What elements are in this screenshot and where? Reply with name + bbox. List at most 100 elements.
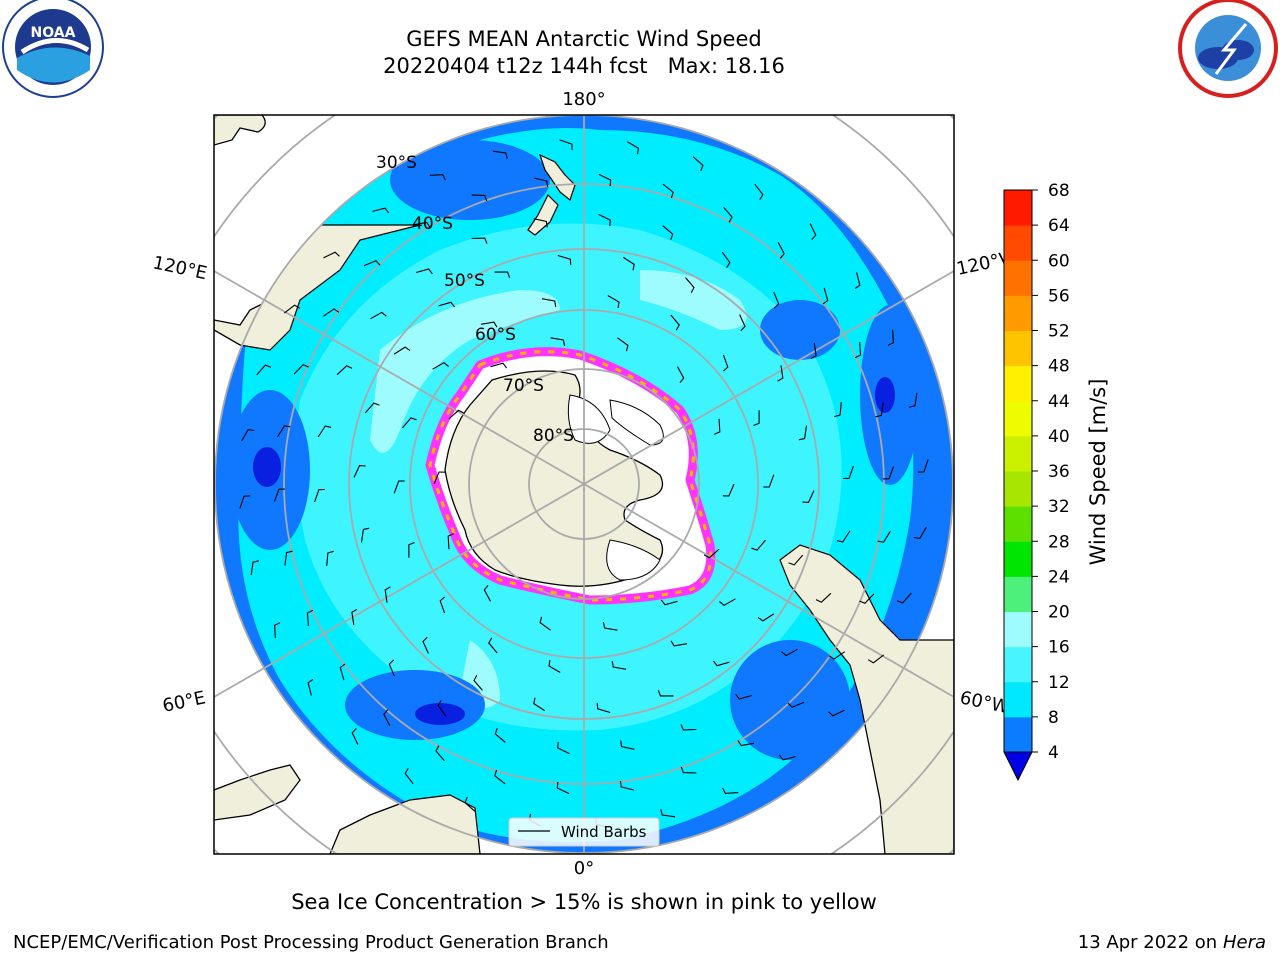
wind-barb: [438, 301, 456, 308]
wind-barb: [326, 550, 334, 566]
wind-barb: [293, 364, 309, 375]
wind-barb: [735, 693, 752, 700]
wind-barb: [815, 592, 832, 603]
wind-barb: [777, 242, 785, 259]
wind-barb: [763, 474, 775, 488]
wind-barb: [909, 392, 918, 408]
wind-barb: [557, 254, 572, 266]
map-legend: Wind Barbs: [508, 817, 660, 847]
wind-barb: [788, 554, 804, 566]
noaa-logo-text: NOAA: [31, 25, 76, 41]
wind-barb: [712, 660, 730, 667]
wind-barb: [896, 592, 912, 604]
wind-barb: [714, 418, 721, 435]
colorbar-tick-label: 20: [1048, 603, 1070, 623]
wind-barb: [339, 663, 346, 681]
wind-barb: [408, 541, 415, 558]
wind-barb: [437, 700, 447, 717]
wind-barb: [433, 471, 446, 485]
wind-barb: [464, 796, 476, 812]
wind-barb: [273, 488, 285, 502]
lon-label-60e: 60°E: [161, 687, 208, 717]
wind-barb: [494, 271, 511, 278]
wind-barb: [739, 314, 746, 332]
wind-barb: [383, 709, 391, 726]
colorbar-tick-label: 12: [1048, 673, 1070, 693]
lat-label-60s: 60°S: [475, 325, 516, 345]
chart-title: GEFS MEAN Antarctic Wind Speed: [406, 27, 762, 51]
wind-barb: [809, 223, 817, 240]
wind-barb: [471, 237, 488, 244]
wind-barb: [810, 342, 817, 360]
wind-barb: [611, 660, 627, 670]
wind-barb: [241, 429, 255, 442]
footer-left: NCEP/EMC/Verification Post Processing Pr…: [13, 932, 609, 953]
wind-barb: [721, 251, 731, 268]
footer-right: 13 Apr 2022 on Hera: [1078, 932, 1266, 953]
footer-date: 13 Apr 2022 on: [1077, 932, 1223, 953]
colorbar-swatch: [1004, 576, 1032, 612]
wind-barb: [680, 724, 697, 731]
wind-barb: [557, 741, 570, 755]
wind-barb: [533, 218, 548, 228]
wind-barb: [781, 648, 798, 657]
colorbar-label: Wind Speed [m/s]: [1086, 379, 1110, 566]
wind-barb: [306, 609, 314, 626]
wind-barb: [494, 769, 506, 785]
wind-barb: [317, 425, 332, 438]
colorbar-tick-label: 52: [1048, 322, 1070, 342]
wind-barb: [660, 599, 678, 606]
colorbar-swatch: [1004, 681, 1032, 718]
colorbar-swatch: [1004, 400, 1032, 437]
wind-barb: [602, 621, 618, 631]
lat-label-50s: 50°S: [444, 271, 485, 291]
wind-barb: [607, 295, 620, 308]
wind-barb: [435, 745, 445, 762]
wind-barb: [370, 311, 387, 320]
wind-barb: [541, 298, 557, 308]
colorbar-swatch: [1004, 330, 1032, 367]
wind-barb: [887, 329, 894, 346]
wind-barb: [277, 425, 291, 438]
wind-barb: [753, 410, 760, 427]
colorbar-swatch: [1004, 611, 1032, 648]
wind-barb: [822, 287, 829, 305]
wind-barb: [393, 480, 405, 494]
lon-label-0: 0°: [574, 858, 594, 879]
colorbar-swatch: [1004, 365, 1032, 402]
wind-barb: [787, 701, 805, 708]
colorbar-tick-label: 40: [1048, 427, 1070, 447]
wind-barb: [404, 767, 414, 785]
wind-barb: [619, 780, 634, 791]
wind-barb: [483, 584, 491, 602]
footer-host: Hera: [1222, 932, 1266, 953]
wind-barb: [480, 321, 498, 328]
wind-barb: [828, 651, 846, 660]
wind-barb: [670, 640, 688, 647]
wind-barb: [550, 337, 566, 347]
wind-barb: [834, 402, 842, 418]
wind-barb: [877, 530, 891, 543]
lat-label-70s: 70°S: [503, 376, 544, 396]
wind-barb: [773, 291, 780, 309]
wind-barb: [660, 809, 676, 818]
wind-barb: [307, 678, 314, 696]
wind-barb: [488, 637, 498, 654]
wind-barb: [414, 221, 431, 228]
wind-barb: [494, 728, 506, 743]
colorbar-swatch: [1004, 506, 1032, 542]
graticule: [214, 115, 954, 854]
colorbar-swatch: [1004, 295, 1032, 331]
lat-label-40s: 40°S: [412, 214, 453, 234]
colorbar-swatch: [1004, 190, 1032, 226]
wind-barb: [875, 402, 884, 418]
colorbar-tick-label: 32: [1048, 497, 1070, 517]
chart-subtitle: 20220404 t12z 144h fcst Max: 18.16: [383, 54, 785, 78]
wind-barb: [533, 697, 545, 712]
wind-barb: [836, 530, 851, 543]
colorbar-tick-label: 28: [1048, 532, 1070, 552]
colorbar-swatch: [1004, 471, 1032, 507]
wind-barb: [539, 616, 551, 631]
wind-barb: [723, 206, 733, 223]
